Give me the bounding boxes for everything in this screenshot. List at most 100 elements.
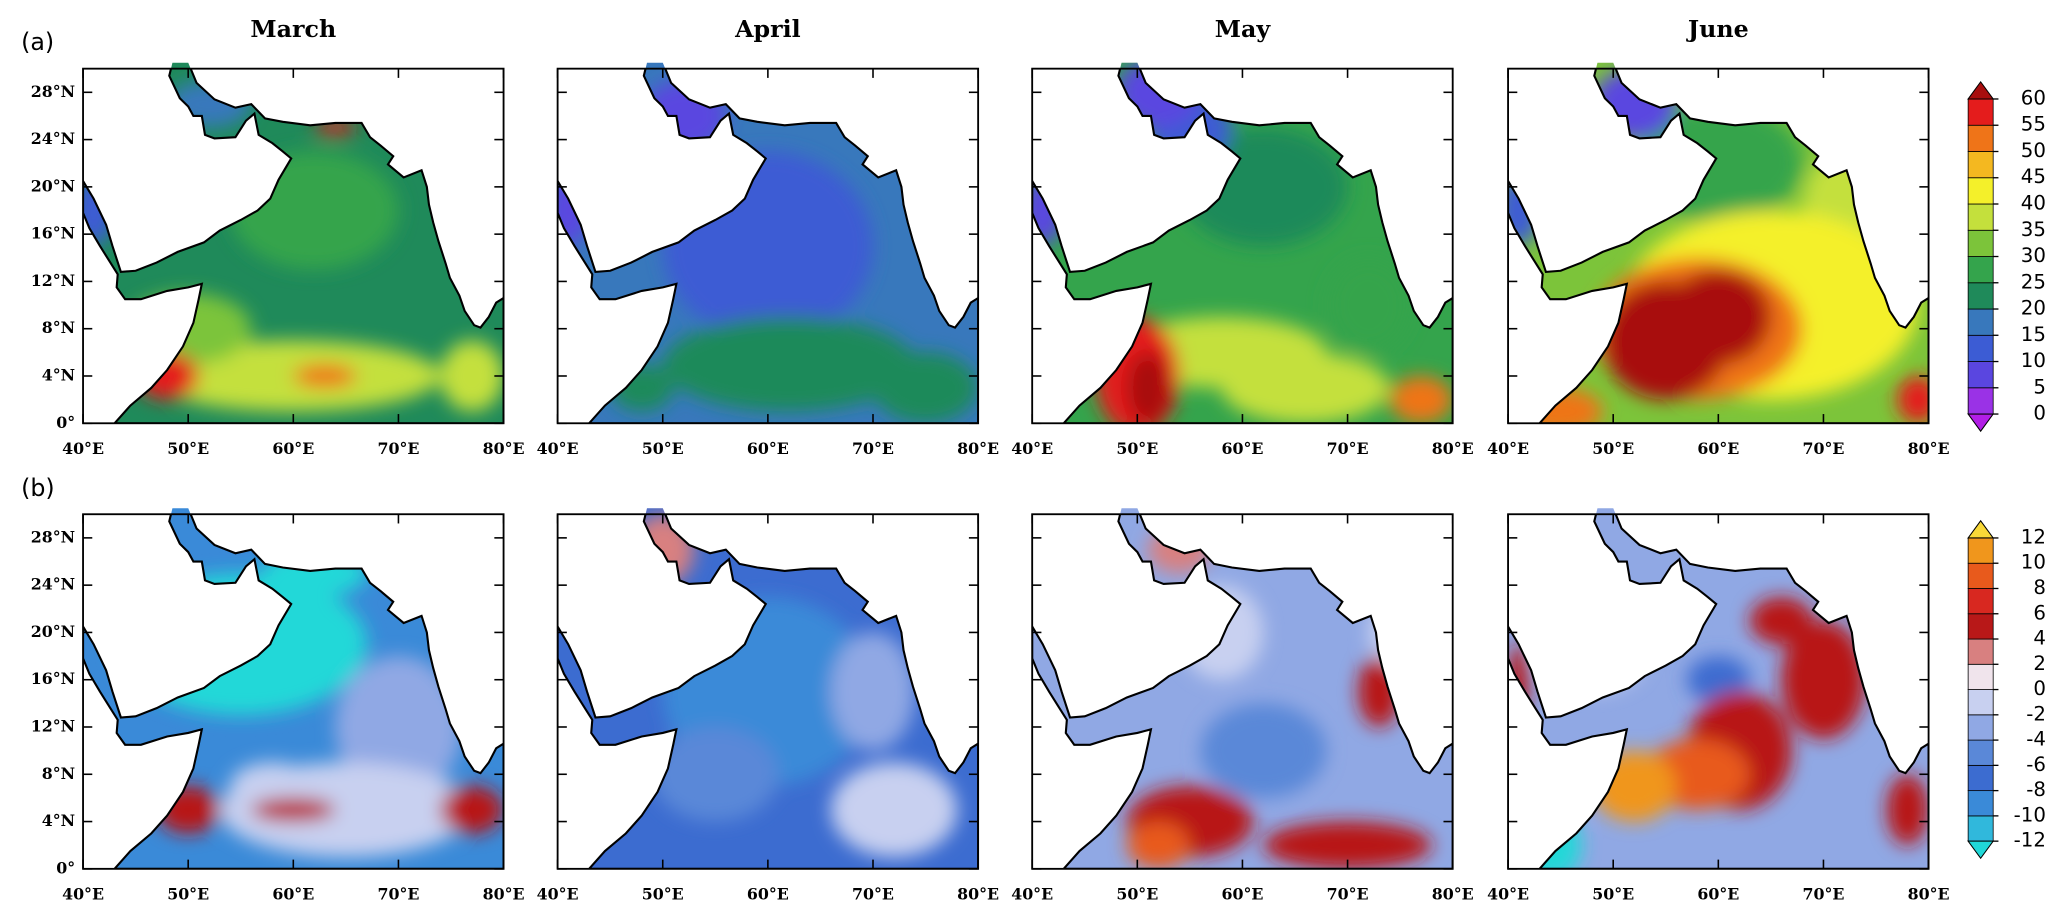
map-panel: 40°E 50°E 60°E 70°E 80°E 0° 4°N 8°N 12°N 16°N 20°N…: [31, 508, 525, 904]
x-tick-label: 80°E: [1908, 885, 1950, 904]
colorbar-bin: [1967, 790, 1994, 817]
colorbar-label: -12: [2014, 829, 2046, 852]
field: [557, 62, 979, 424]
colorbar-label: 20: [2021, 297, 2046, 320]
field-blob: [1781, 620, 1866, 739]
colorbar-bin: [1967, 387, 1994, 415]
field-blob: [652, 726, 779, 822]
colorbar-label: -2: [2026, 702, 2046, 725]
x-tick-label: 60°E: [747, 885, 789, 904]
colorbar-label: 15: [2021, 323, 2046, 346]
colorbar-label: 5: [2033, 375, 2046, 398]
field-blob: [1518, 387, 1603, 424]
colorbar-bin: [1967, 638, 1994, 665]
y-tick-label: 24°N: [31, 575, 75, 594]
field-blob: [1518, 809, 1582, 869]
x-tick-label: 40°E: [537, 885, 579, 904]
colorbar-label: -8: [2026, 778, 2046, 801]
field-blob: [1221, 352, 1390, 424]
field-blob: [1116, 62, 1201, 128]
colorbar: 0 5 10 15 20 25 30 35 40 45 50 55 60: [1967, 80, 2046, 433]
field-blob: [1358, 656, 1401, 727]
field-blob: [1665, 269, 1771, 365]
x-tick-label: 70°E: [1802, 885, 1844, 904]
colorbar-bin: [1967, 203, 1994, 231]
coastline: [1032, 514, 1453, 869]
colorbar-label: 8: [2033, 576, 2046, 599]
colorbar-bin: [1967, 308, 1994, 336]
field-blob: [230, 762, 315, 810]
colorbar-label: 35: [2021, 218, 2046, 241]
field-blob: [125, 293, 252, 365]
y-tick-label: 4°N: [42, 811, 75, 830]
colorbar-bin: [1967, 229, 1994, 257]
colorbar-label: 0: [2033, 402, 2046, 425]
y-tick-label: 4°N: [42, 365, 75, 384]
field-blob: [261, 549, 367, 597]
x-tick-label: 70°E: [1327, 885, 1369, 904]
colorbar-bin: [1967, 124, 1994, 152]
colorbar-label: 10: [2021, 349, 2046, 372]
field-blob: [1179, 127, 1348, 246]
field-blob: [167, 80, 252, 128]
map-panel: 40°E 50°E 60°E 70°E 80°E: [1487, 508, 1950, 904]
colorbar-bin: [1967, 739, 1994, 766]
field: [557, 508, 979, 869]
field-blob: [830, 632, 916, 751]
colorbar-label: 40: [2021, 192, 2046, 215]
field-blob: [440, 340, 504, 412]
field-blob: [293, 364, 357, 388]
field-blob: [631, 514, 695, 586]
x-tick-label: 50°E: [1116, 885, 1158, 904]
colorbar-label: -10: [2014, 803, 2046, 826]
y-tick-label: 0°: [56, 858, 75, 877]
colorbar-bin: [1967, 361, 1994, 389]
x-tick-label: 60°E: [747, 439, 789, 458]
x-tick-label: 60°E: [272, 439, 314, 458]
x-tick-label: 70°E: [852, 885, 894, 904]
coastline: [1508, 68, 1929, 424]
field-blob: [1126, 821, 1190, 869]
colorbar-extend: [1967, 840, 1995, 860]
x-tick-label: 50°E: [1592, 439, 1634, 458]
colorbar-label: 50: [2021, 139, 2046, 162]
x-tick-label: 80°E: [957, 885, 999, 904]
x-tick-label: 60°E: [272, 885, 314, 904]
coastline: [83, 514, 504, 869]
colorbar-bin: [1967, 689, 1994, 716]
field-blob: [1263, 821, 1432, 869]
panel-label: (b): [21, 474, 55, 502]
x-tick-label: 50°E: [167, 439, 209, 458]
colorbar-label: 6: [2033, 601, 2046, 624]
field-blob: [641, 80, 726, 152]
x-tick-label: 80°E: [957, 439, 999, 458]
x-tick-label: 60°E: [1221, 885, 1263, 904]
x-tick-label: 50°E: [1116, 439, 1158, 458]
x-tick-label: 70°E: [852, 439, 894, 458]
y-tick-label: 28°N: [31, 527, 75, 546]
x-tick-label: 50°E: [642, 885, 684, 904]
colorbar-bin: [1967, 256, 1994, 284]
x-tick-label: 80°E: [483, 439, 525, 458]
colorbar-bin: [1967, 177, 1994, 205]
colorbar-extend: [1967, 519, 1995, 539]
field-blob: [335, 656, 462, 798]
field-blob: [1886, 774, 1929, 846]
coastline: [83, 68, 504, 424]
field-blob: [1126, 352, 1169, 424]
field-blob: [114, 549, 178, 621]
month-title: June: [1686, 15, 1749, 43]
x-tick-label: 60°E: [1697, 439, 1739, 458]
field-blob: [440, 786, 504, 834]
map-panel: 40°E 50°E 60°E 70°E 80°E: [537, 62, 999, 458]
colorbar-bin: [1967, 537, 1994, 564]
y-tick-label: 28°N: [31, 82, 75, 101]
field: [83, 508, 504, 869]
field: [1032, 62, 1453, 424]
colorbar-label: 0: [2033, 677, 2046, 700]
panel-label: (a): [21, 28, 54, 56]
x-tick-label: 70°E: [1802, 439, 1844, 458]
x-tick-label: 60°E: [1697, 885, 1739, 904]
y-tick-label: 20°N: [31, 622, 75, 641]
field-blob: [156, 786, 220, 834]
